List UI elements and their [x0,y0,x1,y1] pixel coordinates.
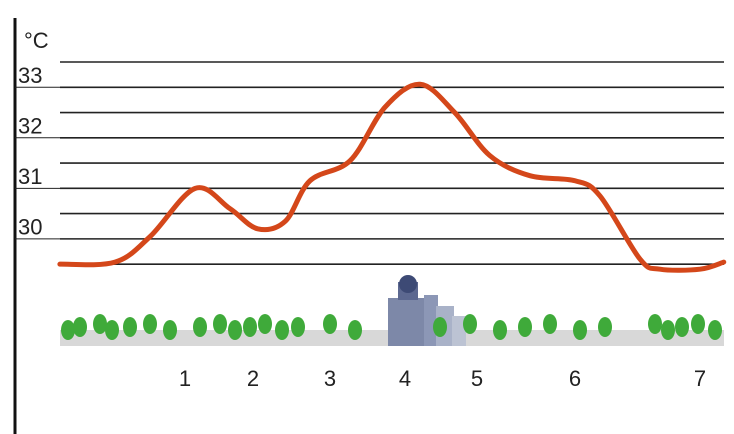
x-tick-label: 6 [569,366,581,391]
y-tick-label: 31 [18,164,42,189]
x-tick-label: 5 [471,366,483,391]
y-tick-label: 33 [18,63,42,88]
y-tick-label: 30 [18,215,42,240]
x-tick-label: 1 [179,366,191,391]
scenery [60,275,724,346]
x-tick-label: 2 [247,366,259,391]
x-tick-label: 3 [324,366,336,391]
x-tick-label: 4 [399,366,411,391]
y-unit: °C [24,28,49,53]
x-tick-label: 7 [694,366,706,391]
temperature-line [57,81,727,273]
y-tick-label: 32 [18,114,42,139]
